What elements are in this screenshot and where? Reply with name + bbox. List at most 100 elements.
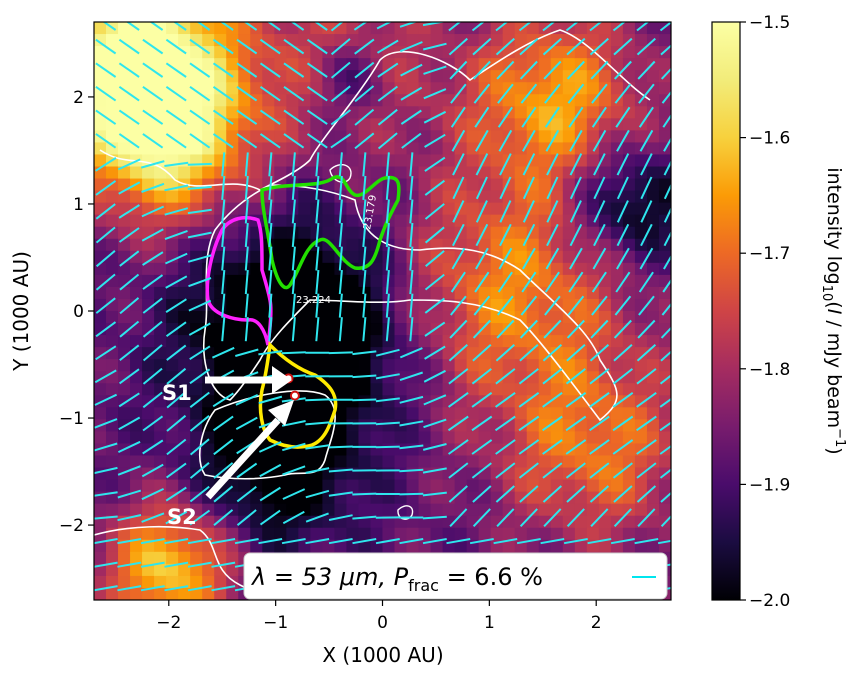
heatmap-cell [286, 527, 299, 541]
polarization-vector [235, 416, 258, 430]
heatmap-cell [250, 298, 263, 312]
white-contour-central [202, 184, 618, 422]
heatmap-cell [226, 34, 239, 47]
polarization-vector [140, 561, 165, 568]
heatmap-cell [382, 371, 396, 384]
heatmap-cell [646, 383, 660, 396]
polarization-vector [422, 467, 447, 474]
heatmap-cell [514, 238, 528, 252]
polarization-vector [409, 222, 414, 248]
polarization-vector [166, 438, 187, 456]
heatmap-cell [154, 383, 167, 396]
heatmap-cell [442, 46, 456, 59]
heatmap-cell [346, 46, 360, 59]
heatmap-cell [118, 190, 131, 204]
heatmap-cell [226, 431, 239, 445]
heatmap-cell [226, 238, 239, 252]
heatmap-cell [490, 503, 504, 517]
polarization-vector [189, 462, 210, 479]
heatmap-cell [658, 130, 671, 144]
polarization-vector [377, 108, 398, 126]
heatmap-cell [490, 298, 504, 312]
heatmap-cell [214, 274, 227, 288]
heatmap-cell [262, 94, 275, 107]
heatmap-cell [454, 118, 468, 131]
heatmap-cell [598, 214, 612, 228]
heatmap-cell [454, 503, 468, 517]
polarization-vector [377, 132, 398, 150]
heatmap-cell [322, 395, 336, 408]
heatmap-cell [586, 443, 600, 457]
polarization-vector [291, 175, 296, 200]
heatmap-cell [430, 286, 444, 300]
heatmap-cell [382, 527, 396, 541]
heatmap-cell [514, 130, 528, 144]
polarization-vector [314, 22, 328, 31]
polarization-vector [164, 252, 188, 265]
heatmap-cell [166, 142, 179, 156]
heatmap-cell [250, 467, 263, 481]
heatmap-cell [106, 190, 119, 204]
heatmap-cell [274, 94, 287, 107]
heatmap-cell [118, 214, 131, 228]
polarization-vector [522, 200, 535, 223]
heatmap-cell [154, 58, 167, 71]
heatmap-cell [478, 539, 492, 553]
polarization-vector [95, 109, 117, 125]
heatmap-cell [250, 82, 263, 95]
polarization-vector [268, 152, 273, 177]
heatmap-cell [610, 214, 624, 228]
heatmap-cell [406, 106, 420, 119]
heatmap-cell [610, 34, 624, 47]
heatmap-cell [262, 142, 275, 156]
polarization-vector [259, 38, 281, 55]
heatmap-cell [178, 563, 191, 577]
heatmap-cell [286, 22, 299, 35]
polarization-vector [282, 488, 306, 500]
heatmap-cell [298, 82, 311, 95]
polarization-vector [449, 319, 468, 339]
heatmap-cell [646, 455, 660, 469]
heatmap-cell [286, 491, 299, 505]
heatmap-cell [538, 527, 552, 541]
polarization-vector [352, 492, 377, 496]
heatmap-cell [634, 130, 648, 144]
polarization-vector [589, 368, 610, 385]
heatmap-cell [646, 262, 660, 276]
polarization-vector [142, 62, 164, 78]
heatmap-cell [130, 250, 143, 264]
polarization-vector [118, 109, 140, 125]
polarization-vector [330, 22, 344, 32]
heatmap-cell [598, 443, 612, 457]
heatmap-cell [262, 46, 275, 59]
polarization-vector [662, 278, 671, 293]
heatmap-cell [406, 178, 420, 192]
heatmap-cell [598, 371, 612, 384]
heatmap-cell [310, 94, 323, 107]
heatmap-cell [178, 106, 191, 119]
heatmap-cell [502, 359, 516, 372]
heatmap-cell [538, 178, 552, 192]
heatmap-cell [226, 274, 239, 288]
heatmap-cell [286, 298, 299, 312]
polarization-vector [353, 22, 368, 31]
heatmap-cell [502, 298, 516, 312]
heatmap-cell [646, 190, 660, 204]
green-contour [260, 175, 401, 290]
polarization-vector [328, 491, 353, 497]
heatmap-cell [286, 539, 299, 553]
polarization-vector [543, 60, 562, 80]
heatmap-cell [586, 286, 600, 300]
polarization-vector [328, 514, 353, 521]
heatmap-cell [286, 419, 299, 433]
heatmap-cell [274, 70, 287, 83]
heatmap-cell [238, 431, 251, 445]
heatmap-cell [226, 551, 239, 565]
heatmap-cell [394, 527, 408, 541]
heatmap-cell [550, 94, 564, 107]
polarization-vector [449, 60, 468, 80]
polarization-vector [164, 585, 189, 592]
polarization-vector [542, 344, 563, 362]
heatmap-cell [226, 359, 239, 372]
polarization-vector [338, 152, 343, 177]
